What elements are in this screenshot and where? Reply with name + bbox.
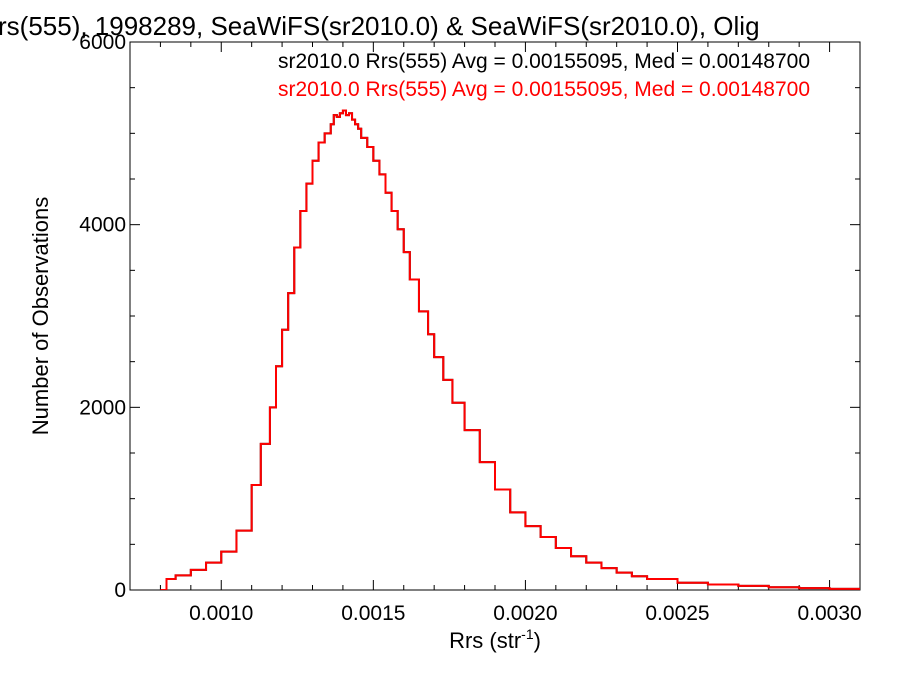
- x-tick-label: 0.0030: [797, 602, 861, 625]
- legend-entry-black: sr2010.0 Rrs(555) Avg = 0.00155095, Med …: [278, 50, 810, 73]
- series-line-0: [160, 109, 860, 590]
- x-axis-label-main: Rrs (str: [449, 628, 521, 653]
- x-axis-label-close: ): [534, 628, 541, 653]
- y-tick-label: 2000: [79, 396, 126, 419]
- x-axis-label: Rrs (str-1): [449, 626, 541, 653]
- chart-title: rs(555), 1998289, SeaWiFS(sr2010.0) & Se…: [0, 11, 760, 41]
- y-axis-ticks: 0 2000 4000 6000: [79, 31, 860, 602]
- series-layer: [160, 109, 860, 590]
- plot-area: 0.0010 0.0015 0.0020 0.0025 0.0030 0 2000 4000…: [79, 31, 861, 625]
- x-tick-label: 0.0010: [189, 602, 253, 625]
- x-axis-label-superscript: -1: [521, 626, 534, 642]
- y-axis-label: Number of Observations: [28, 197, 53, 435]
- plot-frame: [129, 41, 861, 591]
- x-tick-label: 0.0025: [645, 602, 709, 625]
- series-line-1: [160, 109, 860, 590]
- legend: sr2010.0 Rrs(555) Avg = 0.00155095, Med …: [278, 50, 810, 101]
- x-tick-label: 0.0015: [341, 602, 405, 625]
- y-tick-label: 4000: [79, 214, 126, 237]
- y-tick-label: 0: [114, 579, 126, 602]
- legend-entry-red: sr2010.0 Rrs(555) Avg = 0.00155095, Med …: [278, 78, 810, 101]
- y-tick-label: 6000: [79, 31, 126, 54]
- x-axis-ticks: 0.0010 0.0015 0.0020 0.0025 0.0030: [129, 42, 862, 625]
- x-tick-label: 0.0020: [493, 602, 557, 625]
